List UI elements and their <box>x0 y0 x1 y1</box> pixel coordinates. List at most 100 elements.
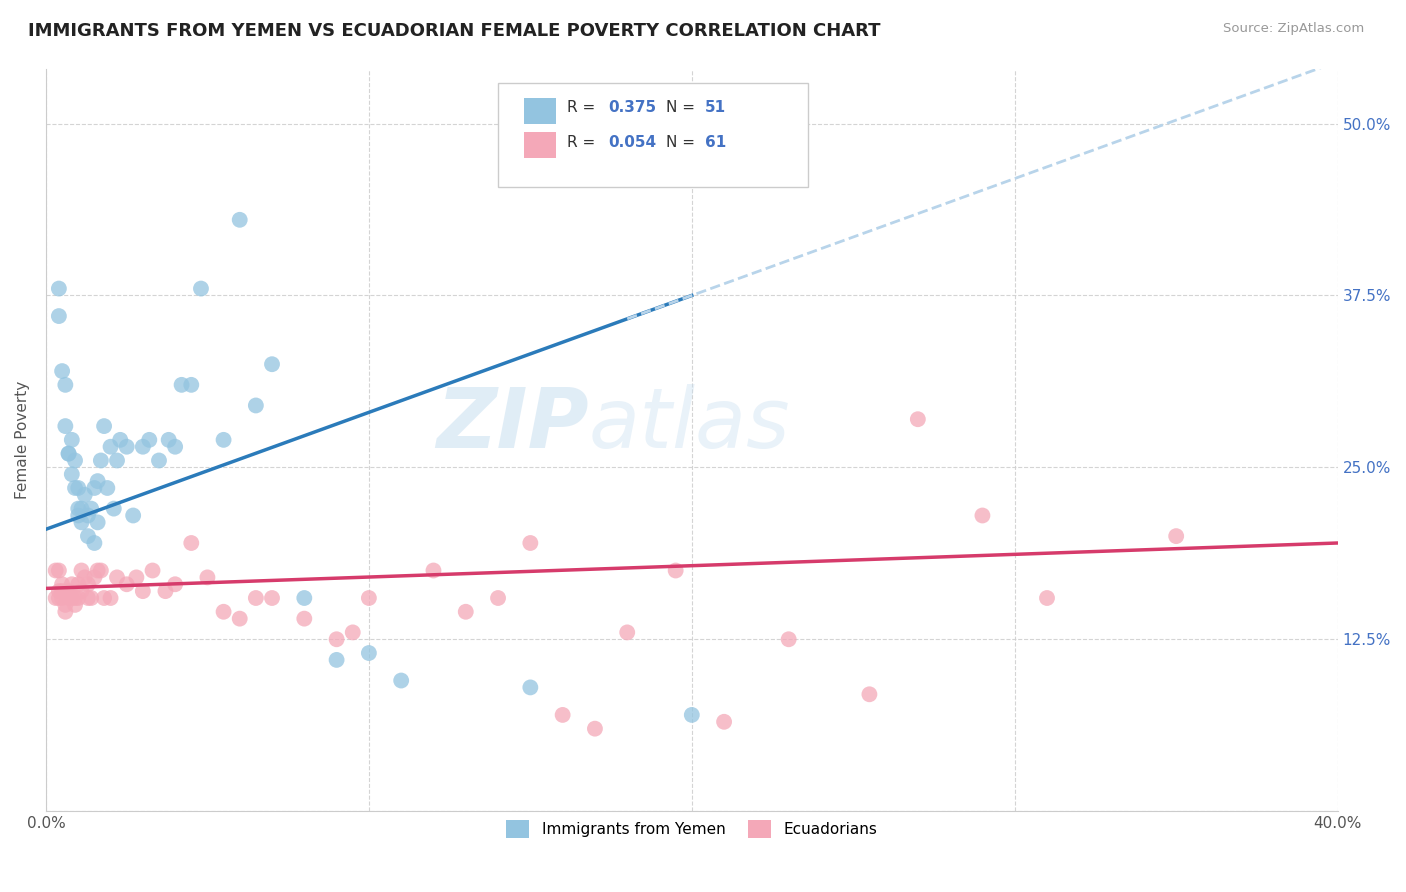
Point <box>245 399 267 413</box>
Point <box>665 564 688 578</box>
Point <box>170 377 193 392</box>
Point <box>70 584 93 599</box>
Point <box>583 722 606 736</box>
Point <box>325 653 347 667</box>
Point <box>180 536 202 550</box>
Point <box>63 591 86 605</box>
Point <box>60 433 83 447</box>
Point <box>519 681 541 695</box>
Point <box>67 501 90 516</box>
Point <box>51 584 73 599</box>
Point <box>454 605 477 619</box>
Text: Source: ZipAtlas.com: Source: ZipAtlas.com <box>1223 22 1364 36</box>
Point <box>132 440 155 454</box>
Point <box>342 625 364 640</box>
Point <box>48 309 70 323</box>
Point <box>100 591 122 605</box>
Point <box>519 536 541 550</box>
Point <box>907 412 929 426</box>
FancyBboxPatch shape <box>498 83 808 187</box>
Point <box>48 584 70 599</box>
Point <box>357 646 380 660</box>
Point <box>77 577 100 591</box>
Point <box>86 564 108 578</box>
Point <box>1166 529 1188 543</box>
Point <box>325 632 347 647</box>
Point <box>77 591 100 605</box>
Point <box>422 564 444 578</box>
Point <box>77 508 100 523</box>
Point <box>83 570 105 584</box>
Point <box>93 419 115 434</box>
Point <box>292 612 315 626</box>
Point <box>53 377 76 392</box>
Legend: Immigrants from Yemen, Ecuadorians: Immigrants from Yemen, Ecuadorians <box>501 814 883 845</box>
Point <box>122 508 145 523</box>
Point <box>260 591 283 605</box>
Point <box>228 212 250 227</box>
Point <box>110 433 132 447</box>
Point <box>96 481 118 495</box>
Point <box>125 570 148 584</box>
Point <box>180 377 202 392</box>
Point <box>63 598 86 612</box>
FancyBboxPatch shape <box>524 132 557 158</box>
Point <box>103 501 125 516</box>
Text: R =: R = <box>567 101 599 115</box>
Point <box>86 516 108 530</box>
Point <box>357 591 380 605</box>
Point <box>45 564 67 578</box>
Point <box>73 570 96 584</box>
Point <box>115 577 138 591</box>
Point <box>63 453 86 467</box>
Point <box>190 282 212 296</box>
Point <box>212 605 235 619</box>
Point <box>48 564 70 578</box>
Point <box>115 440 138 454</box>
Y-axis label: Female Poverty: Female Poverty <box>15 381 30 499</box>
Point <box>48 591 70 605</box>
Point <box>681 707 703 722</box>
Point <box>713 714 735 729</box>
Point <box>105 570 128 584</box>
Point <box>778 632 800 647</box>
Point <box>389 673 412 688</box>
Text: N =: N = <box>666 136 700 150</box>
Point <box>486 591 509 605</box>
Point <box>53 605 76 619</box>
Point <box>58 591 80 605</box>
Point <box>260 357 283 371</box>
FancyBboxPatch shape <box>524 98 557 124</box>
Point <box>70 501 93 516</box>
Point <box>58 584 80 599</box>
Point <box>45 591 67 605</box>
Point <box>141 564 163 578</box>
Point <box>77 529 100 543</box>
Point <box>972 508 994 523</box>
Point <box>53 419 76 434</box>
Point <box>1036 591 1059 605</box>
Point <box>292 591 315 605</box>
Point <box>616 625 638 640</box>
Text: R =: R = <box>567 136 599 150</box>
Point <box>60 467 83 482</box>
Point <box>67 508 90 523</box>
Point <box>80 501 103 516</box>
Point <box>148 453 170 467</box>
Point <box>63 481 86 495</box>
Point <box>83 481 105 495</box>
Point <box>132 584 155 599</box>
Point <box>245 591 267 605</box>
Point <box>51 591 73 605</box>
Point <box>165 577 187 591</box>
Point <box>105 453 128 467</box>
Point <box>53 598 76 612</box>
Text: N =: N = <box>666 101 700 115</box>
Point <box>48 282 70 296</box>
Point <box>70 564 93 578</box>
Point <box>93 591 115 605</box>
Text: IMMIGRANTS FROM YEMEN VS ECUADORIAN FEMALE POVERTY CORRELATION CHART: IMMIGRANTS FROM YEMEN VS ECUADORIAN FEMA… <box>28 22 880 40</box>
Point <box>858 687 880 701</box>
Point <box>228 612 250 626</box>
Text: 0.054: 0.054 <box>607 136 657 150</box>
